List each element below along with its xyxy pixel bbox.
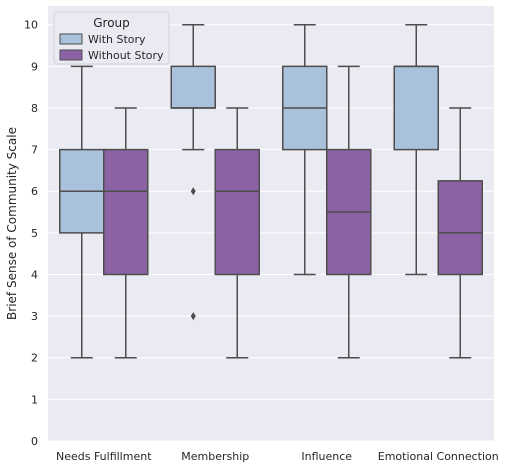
- box-plots: [59, 23, 483, 359]
- y-tick-10: 10: [24, 19, 38, 32]
- y-tick-8: 8: [31, 102, 38, 115]
- y-tick-9: 9: [31, 60, 38, 73]
- x-tick-3: Emotional Connection: [378, 450, 499, 463]
- box-1-3: [437, 107, 483, 359]
- legend-label-0: With Story: [88, 33, 146, 46]
- y-tick-7: 7: [31, 144, 38, 157]
- y-tick-4: 4: [31, 268, 38, 281]
- y-tick-5: 5: [31, 227, 38, 240]
- box-0-2: [282, 23, 328, 276]
- box-0-3: [393, 23, 439, 276]
- box-body: [214, 148, 260, 276]
- legend-swatch-0: [59, 33, 83, 45]
- y-tick-0: 0: [31, 435, 38, 448]
- y-tick-3: 3: [31, 310, 38, 323]
- box-body: [170, 65, 216, 109]
- outlier-point: [190, 187, 196, 196]
- outlier-point: [190, 312, 196, 321]
- legend: Group With Story Without Story: [53, 11, 170, 65]
- y-axis-title: Brief Sense of Community Scale: [5, 127, 19, 320]
- legend-label-1: Without Story: [88, 49, 164, 62]
- legend-frame: [53, 11, 170, 65]
- box-1-1: [214, 107, 260, 359]
- legend-items: With Story Without Story: [59, 33, 164, 62]
- box-0-0: [59, 65, 105, 359]
- box-0-1: [170, 23, 216, 321]
- y-tick-1: 1: [31, 393, 38, 406]
- x-tick-0: Needs Fulfillment: [56, 450, 152, 463]
- y-tick-labels: 0 1 2 3 4 5 6 7 8 9 10: [24, 19, 38, 448]
- legend-title: Group: [93, 16, 130, 30]
- x-tick-labels: Needs Fulfillment Membership Influence Emot…: [56, 450, 499, 463]
- legend-swatch-1: [59, 49, 83, 61]
- y-tick-6: 6: [31, 185, 38, 198]
- box-body: [393, 65, 439, 151]
- box-1-0: [103, 107, 149, 359]
- x-tick-2: Influence: [301, 450, 352, 463]
- y-tick-2: 2: [31, 352, 38, 365]
- box-body: [103, 148, 149, 276]
- box-1-2: [326, 65, 372, 359]
- x-tick-1: Membership: [181, 450, 249, 463]
- box-body: [437, 180, 483, 276]
